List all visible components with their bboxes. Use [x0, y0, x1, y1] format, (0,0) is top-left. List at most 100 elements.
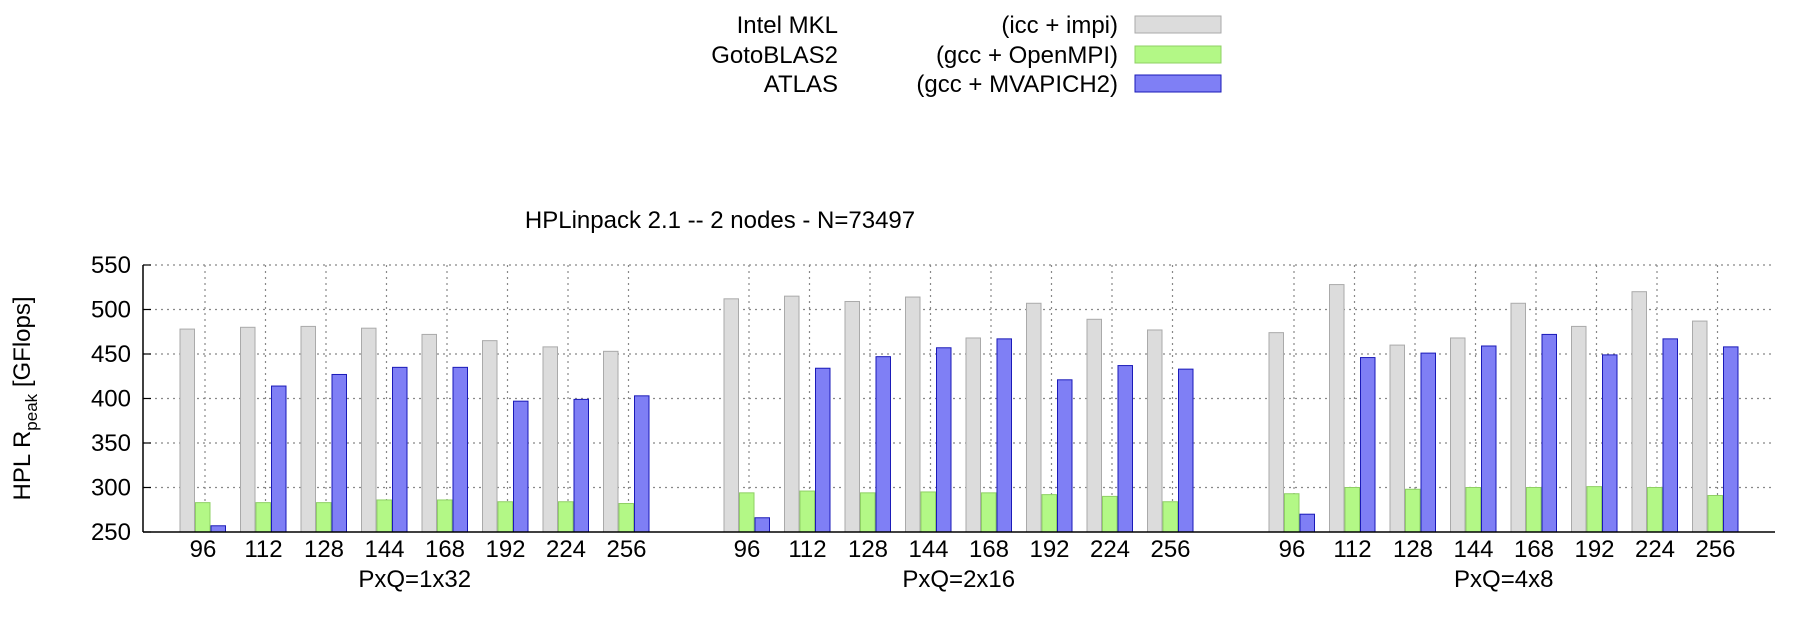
bar-gotoblas2-pxq-2x16-192 [1041, 494, 1057, 533]
chart-title: HPLinpack 2.1 -- 2 nodes - N=73497 [525, 207, 915, 234]
y-tick-label: 550 [91, 252, 131, 279]
bars [179, 284, 1739, 533]
x-tick-label: 96 [190, 536, 217, 563]
x-tick-label: 168 [425, 536, 465, 563]
bar-gotoblas2-pxq-4x8-112 [1344, 487, 1360, 533]
legend-series-toolchain: (gcc + OpenMPI) [936, 42, 1118, 69]
x-tick-label: 256 [1150, 536, 1190, 563]
bar-atlas-pxq-2x16-256 [1178, 368, 1194, 533]
group-label: PxQ=2x16 [902, 566, 1015, 593]
legend-item: GotoBLAS2 (gcc + OpenMPI) [711, 42, 1222, 69]
legend-series-toolchain: (gcc + MVAPICH2) [916, 71, 1118, 98]
x-tick-label: 128 [848, 536, 888, 563]
bar-atlas-pxq-2x16-128 [875, 356, 891, 533]
bar-gotoblas2-pxq-1x32-112 [255, 502, 271, 533]
grid [143, 264, 1775, 532]
bar-atlas-pxq-1x32-224 [573, 398, 589, 533]
legend-series-name: GotoBLAS2 [711, 42, 838, 69]
bar-intel-mkl-pxq-1x32-144 [361, 327, 377, 533]
x-tick-label: 128 [1393, 536, 1433, 563]
x-tick-label: 144 [364, 536, 404, 563]
legend-series-name: Intel MKL [737, 12, 838, 39]
legend: Intel MKL (icc + impi) GotoBLAS2 (gcc + Ope… [711, 12, 1222, 98]
y-axis-label-suffix: [GFlops] [9, 296, 36, 393]
bar-intel-mkl-pxq-1x32-168 [421, 333, 437, 533]
bar-gotoblas2-pxq-1x32-192 [497, 501, 513, 533]
x-tick-label: 256 [606, 536, 646, 563]
bar-intel-mkl-pxq-1x32-112 [240, 326, 256, 533]
x-tick-label: 192 [1574, 536, 1614, 563]
bar-gotoblas2-pxq-4x8-128 [1405, 488, 1421, 533]
bar-intel-mkl-pxq-2x16-192 [1026, 302, 1042, 533]
bar-gotoblas2-pxq-2x16-96 [739, 492, 755, 533]
bar-gotoblas2-pxq-4x8-144 [1465, 487, 1481, 533]
bar-gotoblas2-pxq-1x32-256 [618, 503, 634, 533]
bar-intel-mkl-pxq-1x32-224 [542, 346, 558, 533]
y-tick-label: 250 [91, 519, 131, 546]
bar-atlas-pxq-4x8-192 [1602, 354, 1618, 533]
legend-swatch [1134, 15, 1222, 34]
x-tick-label: 96 [1279, 536, 1306, 563]
bar-intel-mkl-pxq-2x16-168 [965, 337, 981, 533]
bar-atlas-pxq-2x16-192 [1057, 379, 1073, 533]
bar-gotoblas2-pxq-4x8-168 [1526, 487, 1542, 533]
x-tick-label: 224 [1635, 536, 1675, 563]
x-tick-label: 96 [734, 536, 761, 563]
bar-intel-mkl-pxq-2x16-256 [1147, 329, 1163, 533]
bar-atlas-pxq-1x32-144 [392, 366, 408, 533]
x-tick-label: 144 [908, 536, 948, 563]
legend-series-name: ATLAS [764, 71, 838, 98]
legend-item: Intel MKL (icc + impi) [737, 12, 1222, 39]
bar-gotoblas2-pxq-2x16-128 [860, 492, 876, 533]
legend-item: ATLAS (gcc + MVAPICH2) [764, 71, 1222, 98]
x-tick-label: 112 [1333, 536, 1371, 563]
bar-gotoblas2-pxq-1x32-96 [195, 502, 211, 533]
x-tick-label: 168 [1514, 536, 1554, 563]
bar-atlas-pxq-4x8-256 [1723, 346, 1739, 533]
bar-atlas-pxq-2x16-96 [754, 517, 770, 533]
axes: 250 300 350 400 450 500 550 96 112 128 144 168 192 22… [91, 252, 1775, 593]
bar-atlas-pxq-1x32-112 [271, 385, 287, 533]
bar-intel-mkl-pxq-2x16-96 [723, 298, 739, 533]
y-tick-label: 350 [91, 430, 131, 457]
x-tick-label: 256 [1695, 536, 1735, 563]
bar-atlas-pxq-4x8-144 [1481, 345, 1497, 533]
bar-intel-mkl-pxq-2x16-224 [1086, 318, 1102, 533]
bar-atlas-pxq-4x8-224 [1662, 338, 1678, 533]
bar-intel-mkl-pxq-1x32-128 [300, 325, 316, 533]
bar-atlas-pxq-4x8-112 [1360, 357, 1376, 533]
bar-intel-mkl-pxq-4x8-112 [1329, 284, 1345, 533]
legend-swatch [1134, 45, 1222, 64]
bar-intel-mkl-pxq-4x8-224 [1631, 291, 1647, 533]
bar-gotoblas2-pxq-1x32-144 [376, 499, 392, 533]
bar-atlas-pxq-2x16-144 [936, 347, 952, 533]
bar-intel-mkl-pxq-4x8-256 [1692, 320, 1708, 533]
bar-atlas-pxq-2x16-168 [996, 338, 1012, 533]
x-tick-label: 168 [969, 536, 1009, 563]
x-tick-label: 224 [1090, 536, 1130, 563]
y-axis-label-prefix: HPL R [9, 431, 36, 501]
x-tick-label: 128 [304, 536, 344, 563]
y-axis-label-subscript: peak [22, 393, 41, 430]
group-label: PxQ=4x8 [1454, 566, 1553, 593]
bar-gotoblas2-pxq-2x16-256 [1162, 501, 1178, 533]
bar-atlas-pxq-1x32-192 [513, 400, 529, 533]
bar-intel-mkl-pxq-2x16-128 [844, 300, 860, 533]
x-tick-label: 144 [1453, 536, 1493, 563]
bar-atlas-pxq-1x32-256 [634, 395, 650, 533]
y-tick-label: 400 [91, 386, 131, 413]
bar-atlas-pxq-4x8-168 [1541, 333, 1557, 533]
bar-intel-mkl-pxq-2x16-144 [905, 296, 921, 533]
y-tick-label: 500 [91, 297, 131, 324]
bar-gotoblas2-pxq-1x32-224 [558, 501, 574, 533]
bar-atlas-pxq-1x32-96 [210, 525, 226, 533]
bar-atlas-pxq-4x8-96 [1299, 513, 1315, 533]
y-tick-label: 300 [91, 475, 131, 502]
x-tick-label: 112 [244, 536, 282, 563]
bar-gotoblas2-pxq-4x8-256 [1707, 495, 1723, 533]
bar-gotoblas2-pxq-1x32-128 [316, 502, 332, 533]
bar-gotoblas2-pxq-4x8-96 [1284, 493, 1300, 533]
legend-swatch [1134, 74, 1222, 93]
legend-series-toolchain: (icc + impi) [1001, 12, 1118, 39]
